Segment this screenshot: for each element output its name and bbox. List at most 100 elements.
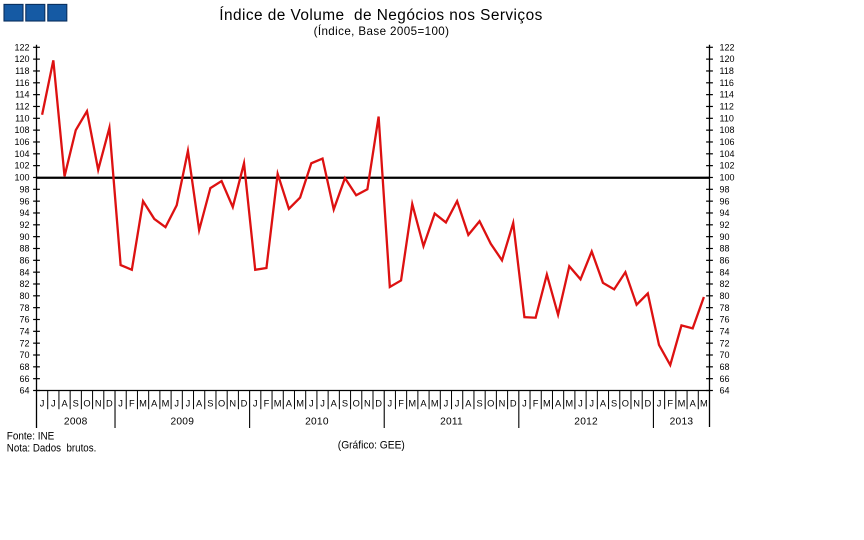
svg-text:108: 108	[720, 125, 735, 135]
svg-text:74: 74	[19, 326, 29, 336]
svg-text:74: 74	[720, 326, 730, 336]
svg-text:76: 76	[19, 315, 29, 325]
svg-text:82: 82	[19, 279, 29, 289]
svg-text:M: M	[700, 399, 708, 409]
svg-text:S: S	[476, 399, 482, 409]
svg-text:120: 120	[720, 54, 735, 64]
svg-text:Nota: Dados brutos.: Nota: Dados brutos.	[7, 443, 97, 455]
svg-text:M: M	[139, 399, 147, 409]
svg-text:A: A	[690, 399, 697, 409]
svg-text:90: 90	[720, 232, 730, 242]
svg-text:102: 102	[14, 161, 29, 171]
svg-text:S: S	[207, 399, 213, 409]
svg-text:100: 100	[14, 173, 29, 183]
svg-text:68: 68	[720, 362, 730, 372]
svg-text:J: J	[387, 399, 392, 409]
svg-text:108: 108	[14, 125, 29, 135]
svg-text:N: N	[229, 399, 236, 409]
svg-text:O: O	[218, 399, 225, 409]
svg-text:J: J	[589, 399, 594, 409]
svg-text:70: 70	[19, 350, 29, 360]
svg-text:J: J	[522, 399, 527, 409]
svg-text:94: 94	[19, 208, 29, 218]
svg-text:120: 120	[14, 54, 29, 64]
svg-text:A: A	[196, 399, 203, 409]
svg-text:2009: 2009	[170, 417, 194, 428]
svg-text:88: 88	[19, 244, 29, 254]
svg-text:Fonte: INE: Fonte: INE	[7, 431, 55, 443]
svg-text:J: J	[309, 399, 314, 409]
svg-text:66: 66	[720, 374, 730, 384]
svg-text:A: A	[61, 399, 68, 409]
svg-text:M: M	[274, 399, 282, 409]
svg-text:S: S	[342, 399, 348, 409]
svg-text:(Gráfico: GEE): (Gráfico: GEE)	[338, 439, 405, 451]
svg-text:106: 106	[14, 137, 29, 147]
svg-text:2012: 2012	[574, 417, 598, 428]
svg-text:N: N	[364, 399, 371, 409]
svg-text:J: J	[578, 399, 583, 409]
svg-text:110: 110	[15, 113, 29, 123]
svg-text:82: 82	[720, 279, 730, 289]
svg-text:D: D	[375, 399, 382, 409]
svg-text:A: A	[286, 399, 293, 409]
svg-text:72: 72	[720, 338, 730, 348]
svg-text:84: 84	[19, 267, 29, 277]
svg-text:118: 118	[720, 66, 734, 76]
svg-text:100: 100	[720, 173, 735, 183]
svg-text:F: F	[533, 399, 539, 409]
svg-text:114: 114	[15, 90, 29, 100]
svg-text:92: 92	[19, 220, 29, 230]
svg-text:96: 96	[720, 196, 730, 206]
svg-text:M: M	[431, 399, 439, 409]
svg-text:106: 106	[720, 137, 735, 147]
svg-text:64: 64	[720, 386, 730, 396]
svg-text:A: A	[465, 399, 472, 409]
svg-text:J: J	[40, 399, 45, 409]
svg-text:80: 80	[720, 291, 730, 301]
svg-text:68: 68	[19, 362, 29, 372]
svg-text:A: A	[151, 399, 158, 409]
svg-text:O: O	[487, 399, 494, 409]
svg-text:86: 86	[19, 255, 29, 265]
svg-text:D: D	[510, 399, 517, 409]
svg-text:92: 92	[720, 220, 730, 230]
svg-text:80: 80	[19, 291, 29, 301]
svg-text:78: 78	[19, 303, 29, 313]
svg-text:J: J	[51, 399, 56, 409]
svg-text:M: M	[408, 399, 416, 409]
svg-text:70: 70	[720, 350, 730, 360]
svg-text:66: 66	[19, 374, 29, 384]
svg-text:J: J	[657, 399, 662, 409]
svg-text:122: 122	[14, 42, 29, 52]
svg-text:F: F	[398, 399, 404, 409]
svg-text:D: D	[644, 399, 651, 409]
svg-text:N: N	[95, 399, 102, 409]
svg-text:110: 110	[720, 113, 734, 123]
svg-text:D: D	[106, 399, 113, 409]
svg-text:118: 118	[15, 66, 29, 76]
svg-text:M: M	[162, 399, 170, 409]
svg-text:N: N	[499, 399, 506, 409]
svg-text:78: 78	[720, 303, 730, 313]
svg-text:90: 90	[19, 232, 29, 242]
svg-text:A: A	[555, 399, 562, 409]
svg-text:86: 86	[720, 255, 730, 265]
svg-text:M: M	[678, 399, 686, 409]
svg-text:J: J	[320, 399, 325, 409]
svg-text:102: 102	[720, 161, 735, 171]
svg-text:S: S	[611, 399, 617, 409]
svg-text:2013: 2013	[670, 417, 694, 428]
svg-text:O: O	[83, 399, 90, 409]
svg-text:96: 96	[19, 196, 29, 206]
svg-text:76: 76	[720, 315, 730, 325]
svg-text:M: M	[565, 399, 573, 409]
svg-text:2011: 2011	[440, 417, 463, 428]
svg-text:A: A	[600, 399, 607, 409]
svg-text:N: N	[633, 399, 640, 409]
svg-text:94: 94	[720, 208, 730, 218]
svg-text:F: F	[264, 399, 270, 409]
svg-text:98: 98	[19, 184, 29, 194]
svg-text:112: 112	[15, 102, 29, 112]
svg-text:98: 98	[720, 184, 730, 194]
